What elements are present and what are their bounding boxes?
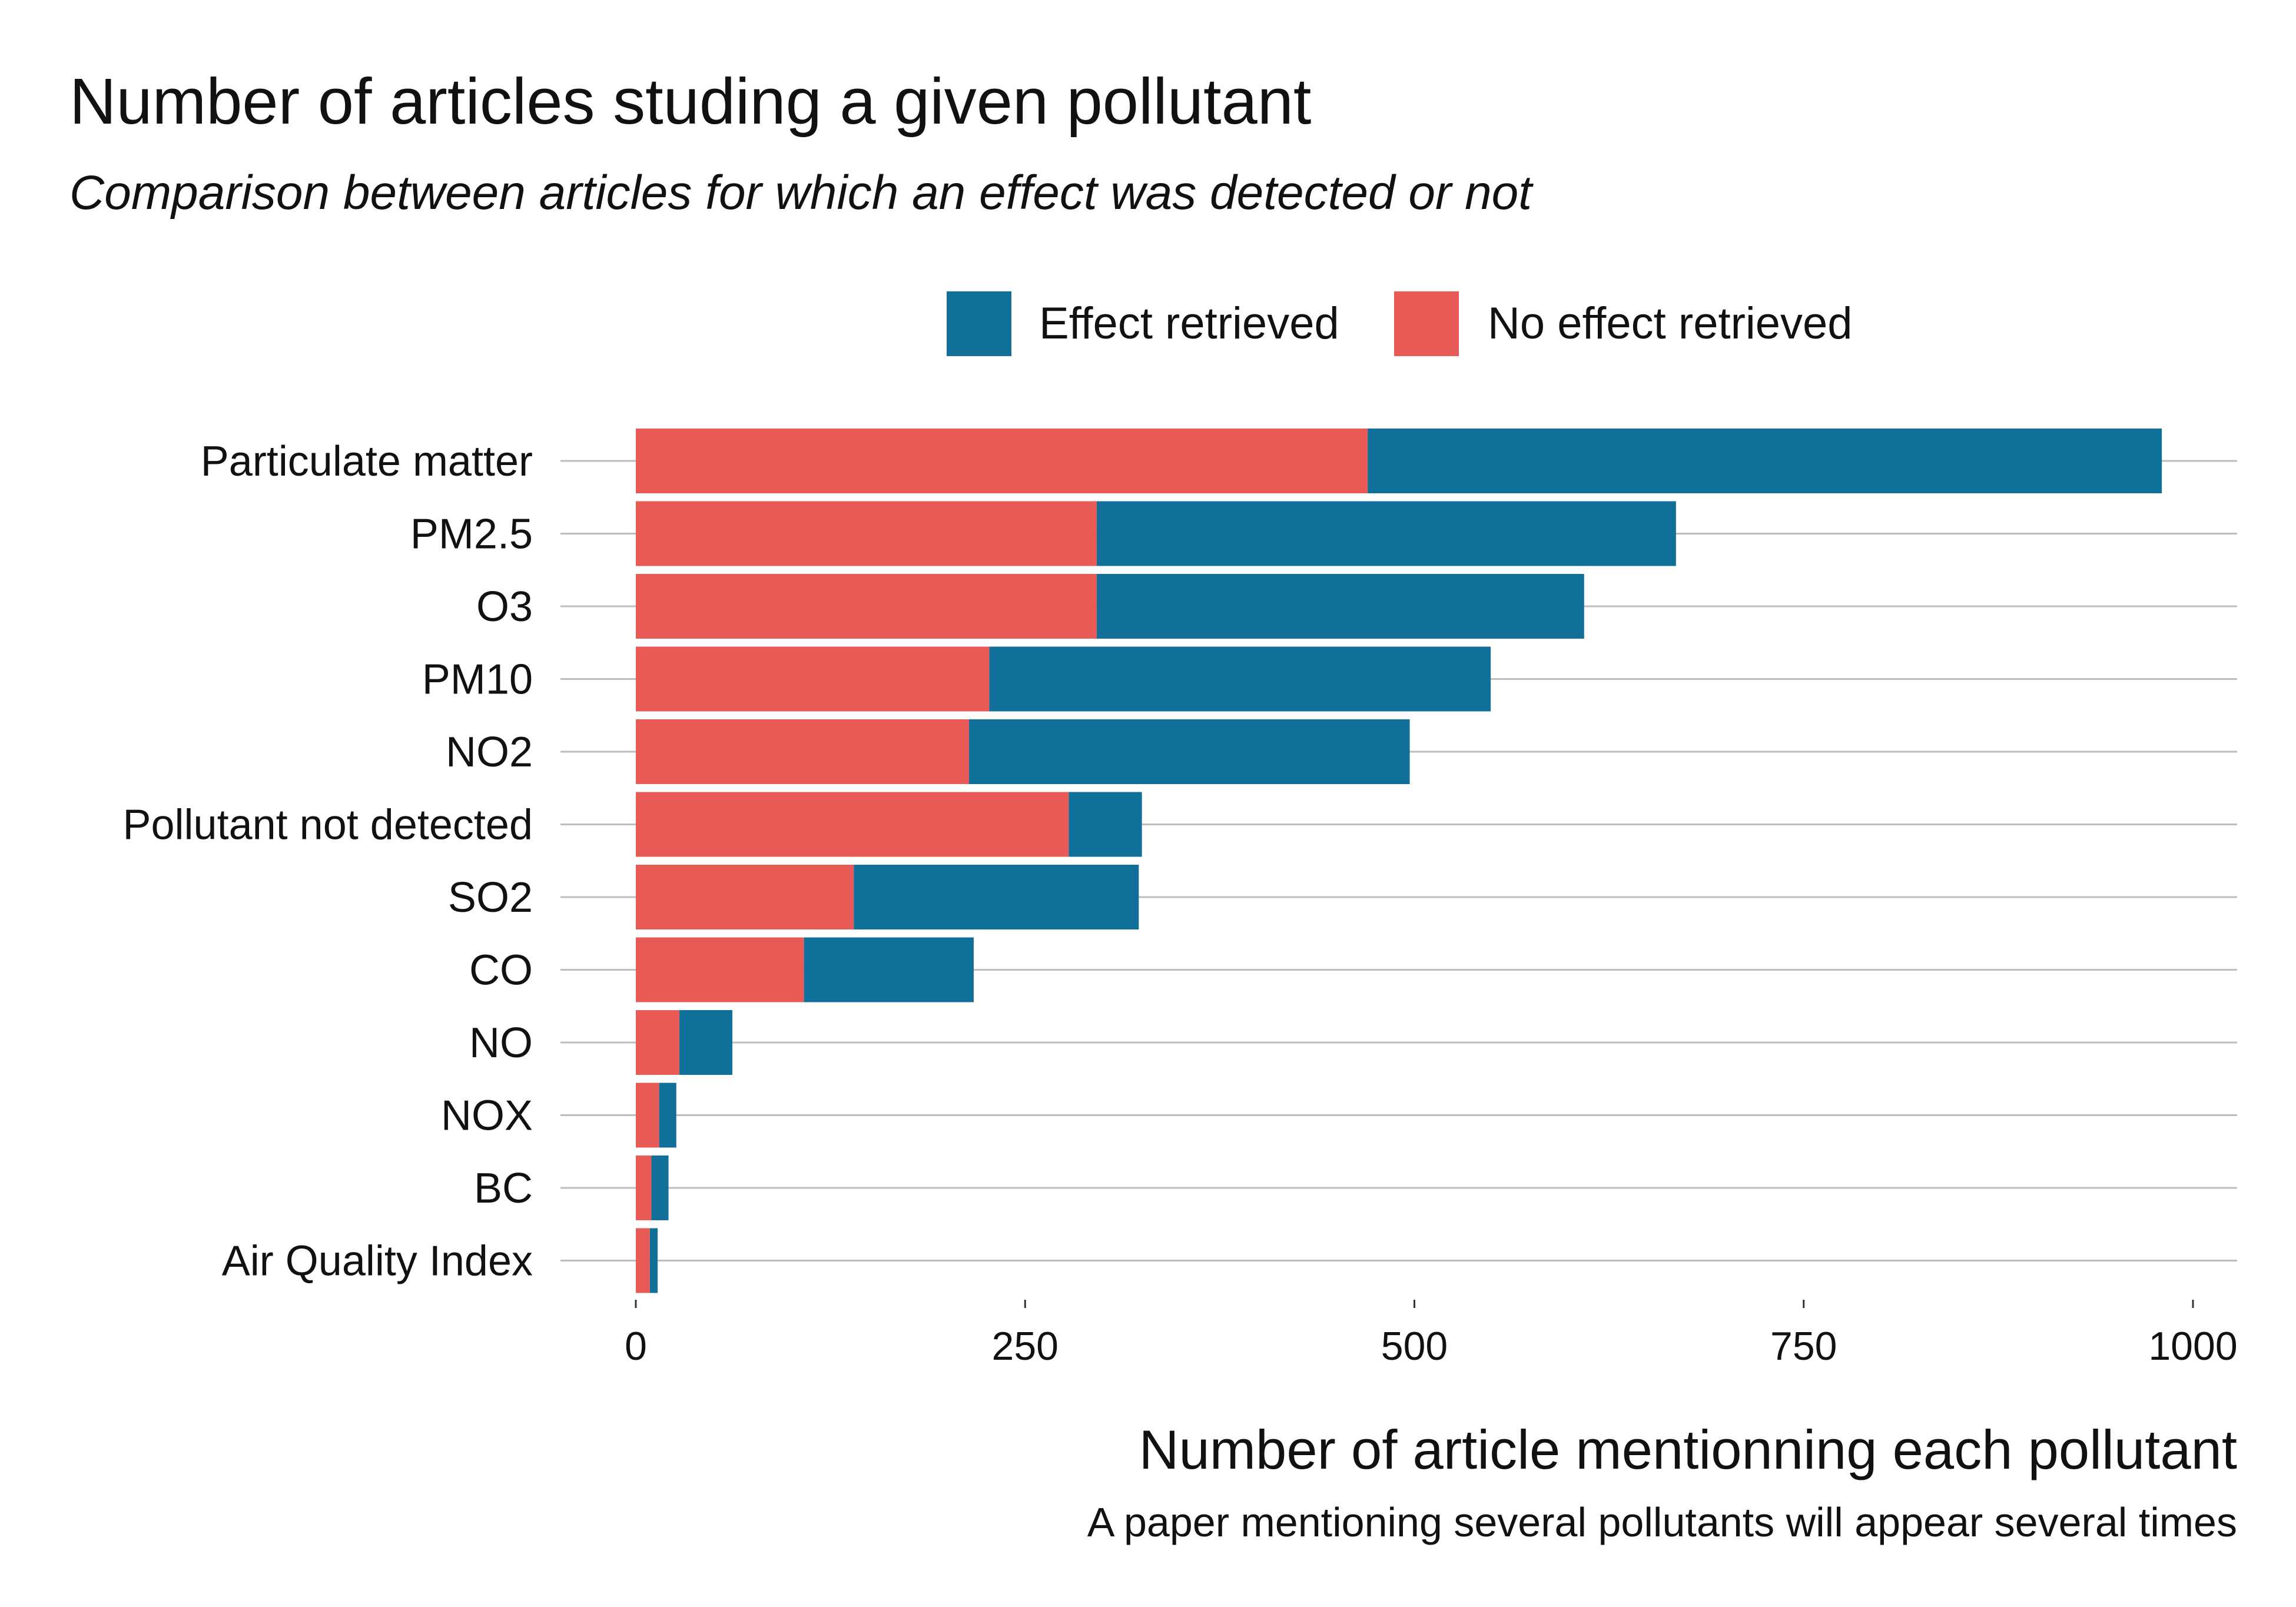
bar-so2-effect-retrieved [854,865,1139,929]
chart-caption: A paper mentioning several pollutants wi… [1087,1499,2237,1545]
bar-particulate-matter-no-effect-retrieved [636,429,1368,493]
bar-o3-effect-retrieved [1096,574,1584,639]
category-label-pollutant-not-detected: Pollutant not detected [122,802,533,849]
x-tick-label-1000: 1000 [2148,1324,2237,1369]
category-label-no: NO [469,1020,533,1067]
bar-pm10-no-effect-retrieved [636,646,990,712]
bar-co-effect-retrieved [804,937,974,1002]
legend-swatch-effect-retrieved [947,291,1011,356]
category-label-o3: O3 [476,583,533,630]
bar-air-quality-index-no-effect-retrieved [636,1228,650,1293]
category-label-co: CO [469,947,533,994]
bar-pollutant-not-detected-effect-retrieved [1069,792,1142,857]
category-label-particulate-matter: Particulate matter [201,438,533,485]
bar-pm10-effect-retrieved [989,646,1491,712]
bar-so2-no-effect-retrieved [636,865,854,929]
bar-nox-no-effect-retrieved [636,1083,659,1148]
category-label-nox: NOX [441,1093,533,1140]
bar-pollutant-not-detected-no-effect-retrieved [636,792,1069,857]
legend-swatch-no-effect-retrieved [1394,291,1459,356]
bars [636,429,2162,1293]
bar-air-quality-index-effect-retrieved [649,1228,658,1293]
legend-label-effect-retrieved: Effect retrieved [1039,298,1339,348]
chart-subtitle: Comparison between articles for which an… [69,166,1534,220]
category-labels: Particulate matter PM2.5 O3 PM10 NO2 Pollutan… [122,438,533,1285]
x-tick-label-750: 750 [1770,1324,1837,1369]
category-label-pm10: PM10 [422,656,533,703]
bar-bc-effect-retrieved [651,1156,669,1220]
category-label-pm2-5: PM2.5 [410,511,533,558]
chart-title: Number of articles studing a given pollu… [69,65,1312,138]
bar-bc-no-effect-retrieved [636,1156,652,1220]
bar-nox-effect-retrieved [659,1083,676,1148]
category-label-so2: SO2 [448,874,533,921]
bar-o3-no-effect-retrieved [636,574,1097,639]
bar-no-effect-retrieved [679,1010,732,1075]
legend-label-no-effect-retrieved: No effect retrieved [1488,298,1853,348]
legend: Effect retrieved No effect retrieved [947,291,1853,356]
bar-pm2-5-no-effect-retrieved [636,501,1097,566]
x-axis: 0 250 500 750 1000 [625,1300,2238,1369]
bar-no2-no-effect-retrieved [636,719,970,784]
bar-pm2-5-effect-retrieved [1096,501,1676,566]
category-label-air-quality-index: Air Quality Index [222,1238,533,1285]
x-tick-label-500: 500 [1381,1324,1448,1369]
x-axis-title: Number of article mentionning each pollu… [1139,1419,2237,1480]
bar-particulate-matter-effect-retrieved [1368,429,2162,493]
bar-no2-effect-retrieved [969,719,1410,784]
category-label-no2: NO2 [446,729,533,776]
category-label-bc: BC [474,1165,533,1212]
x-tick-label-250: 250 [992,1324,1059,1369]
bar-co-no-effect-retrieved [636,937,804,1002]
x-tick-label-0: 0 [625,1324,647,1369]
bar-no-no-effect-retrieved [636,1010,680,1075]
